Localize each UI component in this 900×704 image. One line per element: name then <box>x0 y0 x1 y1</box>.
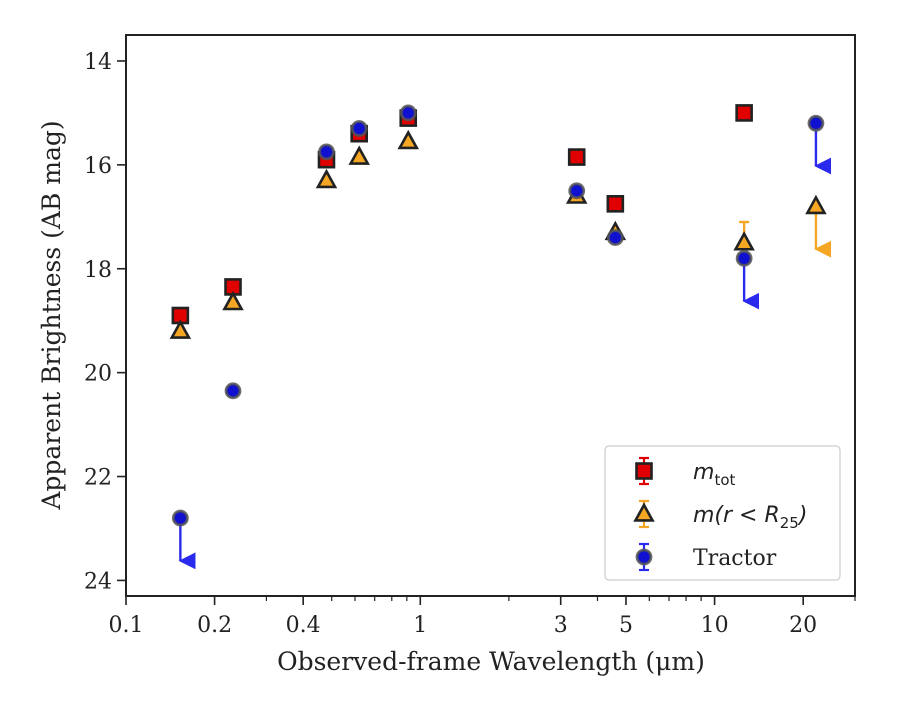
data-point-circle <box>399 104 417 122</box>
data-point-triangle <box>222 290 244 311</box>
data-point-triangle <box>805 194 827 215</box>
x-tick-label: 0.4 <box>286 613 321 638</box>
legend: mtot m(r < R25) Tractor <box>604 445 841 581</box>
data-point-circle <box>568 182 586 200</box>
legend-marker-triangle <box>633 502 655 522</box>
legend-label-subscript: tot <box>714 471 735 489</box>
data-point-triangle <box>169 319 192 339</box>
y-tick-label: 16 <box>84 154 112 179</box>
data-point-circle <box>606 229 624 246</box>
x-axis-label: Observed-frame Wavelength (μm) <box>277 647 705 676</box>
legend-label-main: m <box>693 460 714 485</box>
y-tick-label: 20 <box>84 362 112 387</box>
x-axis-ticks: 0.1 0.2 0.4 1 3 5 10 20 <box>109 596 856 638</box>
data-point-circle <box>171 509 189 527</box>
legend-label-main: Tractor <box>693 546 777 571</box>
legend-label: Tractor <box>693 546 777 571</box>
x-tick-label: 10 <box>701 613 729 638</box>
data-point-circle <box>735 249 753 267</box>
data-point-triangle <box>397 129 419 150</box>
legend-box <box>604 445 841 581</box>
x-tick-label: 1 <box>413 613 427 638</box>
legend-label-main: m(r < R <box>693 503 780 528</box>
legend-label: m(r < R25) <box>693 503 807 532</box>
y-tick-label: 18 <box>84 258 112 283</box>
x-tick-label: 3 <box>554 613 568 638</box>
x-tick-label: 20 <box>789 613 817 638</box>
legend-marker-circle <box>635 548 653 566</box>
data-point-square <box>735 104 753 122</box>
data-points <box>169 104 827 527</box>
data-point-circle <box>224 382 242 400</box>
x-tick-label: 0.1 <box>109 613 144 638</box>
data-point-triangle <box>315 168 338 189</box>
data-point-circle <box>350 120 368 137</box>
x-tick-label: 5 <box>619 613 633 638</box>
y-tick-label: 22 <box>84 466 112 491</box>
plot-frame <box>125 34 856 597</box>
data-point-circle <box>318 143 335 161</box>
plot-area <box>125 34 856 597</box>
legend-label: mtot <box>693 460 735 489</box>
y-axis-label: Apparent Brightness (AB mag) <box>37 120 66 510</box>
data-point-triangle <box>348 145 370 165</box>
legend-marker-square <box>635 462 653 480</box>
y-tick-label: 24 <box>84 569 112 594</box>
data-point-square <box>567 148 586 166</box>
legend-label-subscript: 25 <box>780 514 799 532</box>
data-point-triangle <box>733 231 755 251</box>
legend-label-tail: ) <box>797 503 808 528</box>
x-tick-label: 0.2 <box>197 613 232 638</box>
y-axis-ticks: 14 16 18 20 22 24 <box>84 50 126 594</box>
y-tick-label: 14 <box>84 50 112 75</box>
data-point-circle <box>807 114 825 132</box>
data-point-square <box>606 195 625 213</box>
